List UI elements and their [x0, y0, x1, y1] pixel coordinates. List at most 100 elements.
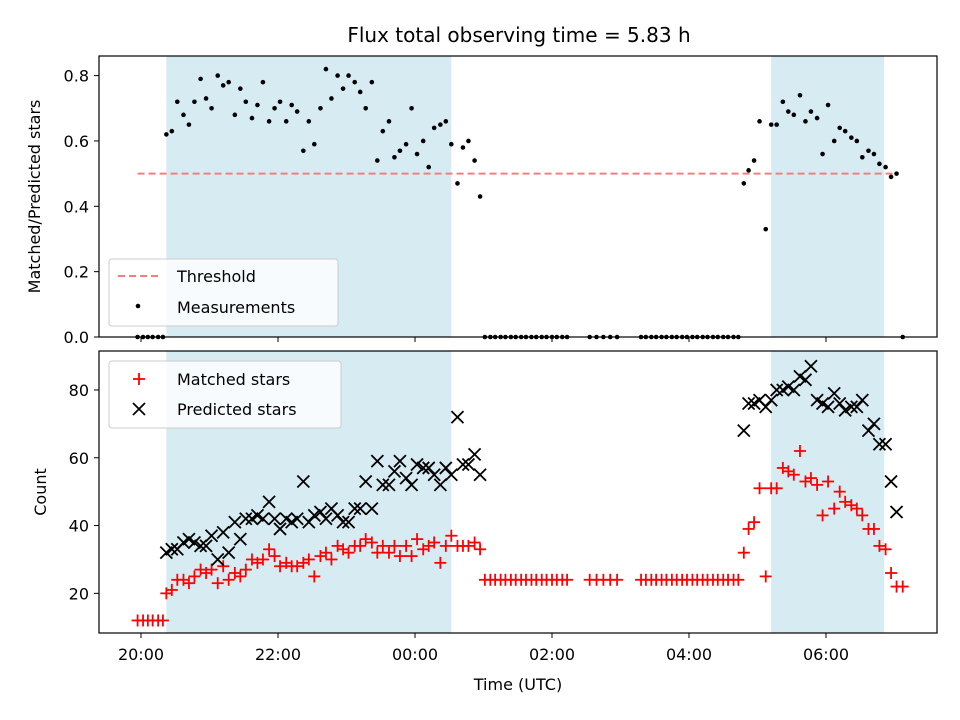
matched-star-point — [382, 546, 395, 559]
matched-star-point — [474, 543, 487, 556]
measurement-point — [329, 96, 334, 101]
y-tick-label: 20 — [69, 584, 89, 603]
matched-star-point — [291, 560, 304, 573]
predicted-star-point — [336, 515, 350, 529]
measurement-point — [791, 112, 797, 118]
matched-star-point — [611, 573, 624, 586]
predicted-star-point — [353, 501, 367, 516]
matched-star-point — [325, 553, 338, 566]
matched-star-point — [468, 536, 481, 549]
predicted-star-point — [313, 505, 328, 519]
measurement-point — [849, 135, 854, 140]
measurement-point — [175, 99, 180, 105]
matched-star-point — [753, 482, 766, 495]
legend-matched-swatch — [133, 373, 145, 385]
bottom-legend: Matched stars Predicted stars — [108, 360, 342, 429]
predicted-star-point — [427, 468, 441, 482]
x-axis-label: Time (UTC) — [473, 675, 562, 694]
predicted-star-point — [838, 403, 852, 417]
matched-star-point — [737, 546, 750, 559]
matched-star-point — [839, 495, 852, 508]
measurement-point — [283, 119, 289, 124]
measurement-point — [375, 158, 380, 163]
predicted-star-point — [450, 410, 465, 424]
x-tick-label: 22:00 — [255, 645, 301, 664]
measurement-point — [164, 132, 169, 137]
predicted-star-point — [370, 454, 384, 468]
measurement-point — [272, 105, 277, 111]
measurement-point — [825, 102, 831, 108]
predicted-star-point — [290, 512, 304, 526]
measurement-point — [786, 109, 791, 114]
predicted-star-point — [376, 478, 390, 492]
matched-star-point — [376, 539, 389, 552]
predicted-star-point — [737, 424, 751, 438]
predicted-star-point — [222, 546, 236, 560]
top-y-ticks: 0.0 0.2 0.4 0.6 0.8 — [64, 67, 99, 347]
measurement-point — [346, 73, 351, 78]
matched-star-point — [828, 502, 841, 515]
matched-star-point — [302, 553, 315, 566]
predicted-star-point — [165, 542, 179, 556]
matched-star-point — [896, 580, 909, 593]
predicted-star-point — [770, 383, 784, 397]
measurement-point — [414, 151, 420, 157]
matched-star-point — [256, 553, 269, 566]
predicted-star-point — [204, 529, 219, 543]
predicted-star-point — [359, 474, 373, 489]
predicted-star-point — [461, 457, 476, 472]
chart-title: Flux total observing time = 5.83 h — [347, 23, 690, 47]
predicted-star-point — [467, 447, 482, 462]
measurement-point — [403, 141, 409, 147]
matched-star-point — [359, 533, 372, 546]
measurement-point — [883, 164, 888, 170]
top-panel: 0.00.20.40.60.8 Matched/Predicted stars … — [25, 55, 938, 347]
measurement-point — [249, 115, 255, 121]
matched-star-point — [873, 539, 886, 552]
top-legend: Threshold Measurements — [108, 258, 339, 327]
predicted-star-point — [827, 386, 841, 401]
matched-star-point — [822, 475, 835, 488]
predicted-star-point — [444, 468, 458, 482]
y-tick-label: 0.2 — [64, 263, 89, 282]
bottom-plot-frame — [98, 350, 938, 634]
matched-star-point — [462, 539, 475, 552]
matched-star-point — [742, 522, 755, 535]
measurement-point — [466, 138, 471, 144]
measurement-point — [831, 138, 837, 144]
matched-stars-series — [131, 444, 909, 627]
predicted-star-point — [867, 417, 881, 431]
shaded-region — [771, 56, 885, 337]
measurement-point — [866, 148, 871, 154]
measurement-point — [837, 125, 842, 131]
predicted-star-point — [256, 512, 270, 526]
matched-star-point — [274, 560, 287, 573]
predicted-star-point — [262, 495, 276, 509]
predicted-star-point — [833, 396, 847, 411]
measurement-point — [232, 112, 238, 118]
measurement-point — [363, 105, 368, 111]
matched-star-point — [393, 550, 406, 563]
measurement-point — [431, 125, 437, 131]
predicted-star-point — [330, 508, 345, 523]
measurement-point — [318, 105, 323, 111]
predicted-star-point — [844, 400, 858, 414]
measurement-point — [260, 79, 266, 85]
predicted-star-point — [422, 461, 436, 475]
predicted-star-point — [382, 478, 396, 492]
legend-matched-label: Matched stars — [177, 370, 290, 389]
matched-star-point — [732, 573, 745, 586]
predicted-star-point — [365, 501, 379, 516]
predicted-star-point — [187, 535, 202, 550]
y-tick-label: 80 — [69, 381, 89, 400]
matched-star-point — [388, 539, 401, 552]
predicted-star-point — [267, 512, 282, 526]
predicted-star-point — [759, 400, 773, 414]
matched-star-point — [833, 485, 846, 498]
x-tick-label: 04:00 — [666, 645, 712, 664]
matched-star-point — [308, 570, 321, 583]
predicted-star-point — [319, 512, 333, 526]
measurement-point — [352, 79, 358, 85]
predicted-star-point — [228, 515, 242, 529]
predicted-star-point — [855, 393, 869, 407]
